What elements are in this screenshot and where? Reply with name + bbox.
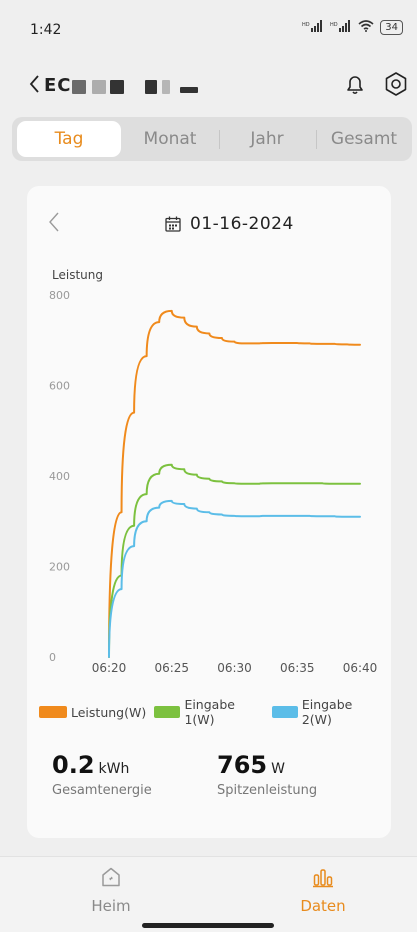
battery-indicator: 34 [380, 20, 403, 35]
nav-label: Heim [91, 897, 131, 915]
back-button[interactable] [28, 73, 40, 101]
cell-signal-icon: HD [302, 20, 324, 35]
x-tick-label: 06:25 [154, 661, 189, 675]
header: EC [0, 60, 417, 114]
y-tick-label: 200 [49, 561, 70, 574]
legend-label: Eingabe 2(W) [301, 697, 353, 727]
redacted-block [180, 87, 198, 93]
nav-daten[interactable]: Daten [273, 865, 373, 915]
tab-jahr[interactable]: Jahr [250, 129, 284, 149]
device-name: EC [44, 75, 72, 96]
gear-icon [385, 72, 407, 96]
previous-date-button[interactable] [47, 210, 61, 241]
legend-swatch [271, 706, 298, 718]
svg-text:HD: HD [330, 22, 338, 28]
wifi-icon [358, 20, 374, 35]
home-icon [102, 867, 120, 887]
date-label: 01-16-2024 [190, 214, 294, 234]
y-tick-label: 0 [49, 651, 56, 664]
stat-total-energy: 0.2 kWh Gesamtenergie [52, 751, 152, 798]
x-tick-label: 06:35 [280, 661, 315, 675]
redacted-block [110, 80, 124, 94]
series-line-1 [108, 309, 361, 658]
redacted-block [145, 80, 157, 94]
date-picker[interactable]: 01-16-2024 [164, 214, 294, 234]
notification-button[interactable] [341, 70, 369, 98]
calendar-icon [165, 216, 181, 232]
nav-heim[interactable]: Heim [61, 865, 161, 915]
chevron-left-icon [49, 212, 59, 232]
tab-tag[interactable]: Tag [17, 121, 121, 157]
legend-item-eingabe-1: Eingabe 1(W) [154, 697, 263, 727]
bottom-navigation: Heim Daten [0, 856, 417, 932]
power-line-chart: Leistung 0 200 400 600 800 06:20 06:25 06:30 06:3… [49, 268, 378, 675]
redacted-block [72, 80, 86, 94]
legend-swatch [39, 706, 67, 718]
x-tick-label: 06:40 [343, 661, 378, 675]
status-icons: HD HD 34 [302, 20, 403, 35]
tab-gesamt[interactable]: Gesamt [330, 129, 398, 149]
stat-peak-power: 765 W Spitzenleistung [217, 751, 317, 798]
y-axis-label: Leistung [52, 268, 103, 282]
bar-chart-icon [313, 869, 333, 888]
legend-label: Eingabe 1(W) [184, 697, 235, 727]
stat-value: 765 [217, 751, 268, 779]
svg-text:HD: HD [302, 22, 310, 28]
home-indicator [142, 923, 274, 928]
series-line-2 [108, 463, 361, 658]
stat-unit: kWh [98, 761, 130, 777]
tab-divider [316, 130, 317, 149]
redacted-block [92, 80, 106, 94]
legend-item-leistung: Leistung(W) [39, 705, 146, 720]
x-tick-label: 06:30 [217, 661, 252, 675]
stat-label: Spitzenleistung [217, 783, 318, 798]
bell-icon [347, 76, 363, 95]
stat-value: 0.2 [52, 751, 95, 779]
y-tick-label: 600 [49, 380, 70, 393]
chevron-left-icon [29, 75, 39, 93]
y-tick-label: 800 [49, 289, 70, 302]
period-tabs: Tag Monat Jahr Gesamt [12, 117, 412, 161]
stat-unit: W [271, 761, 285, 777]
chart-legend: Leistung(W) Eingabe 1(W) Eingabe 2(W) [39, 697, 389, 727]
x-tick-label: 06:20 [92, 661, 127, 675]
legend-swatch [154, 706, 181, 718]
tab-monat[interactable]: Monat [143, 129, 197, 149]
stat-label: Gesamtenergie [52, 783, 152, 798]
data-card: 01-16-2024 Leistung 0 200 400 600 800 06:20 06:… [27, 186, 391, 838]
y-tick-label: 400 [49, 470, 70, 483]
settings-button[interactable] [382, 70, 410, 98]
series-line-3 [108, 499, 361, 658]
legend-label: Leistung(W) [71, 704, 147, 720]
cell-signal-2-icon: HD [330, 20, 352, 35]
status-bar: 1:42 HD HD 34 [0, 0, 417, 60]
status-time: 1:42 [30, 22, 62, 38]
legend-item-eingabe-2: Eingabe 2(W) [271, 697, 381, 727]
tab-divider [219, 130, 220, 149]
nav-label: Daten [300, 897, 346, 915]
redacted-block [162, 80, 170, 94]
